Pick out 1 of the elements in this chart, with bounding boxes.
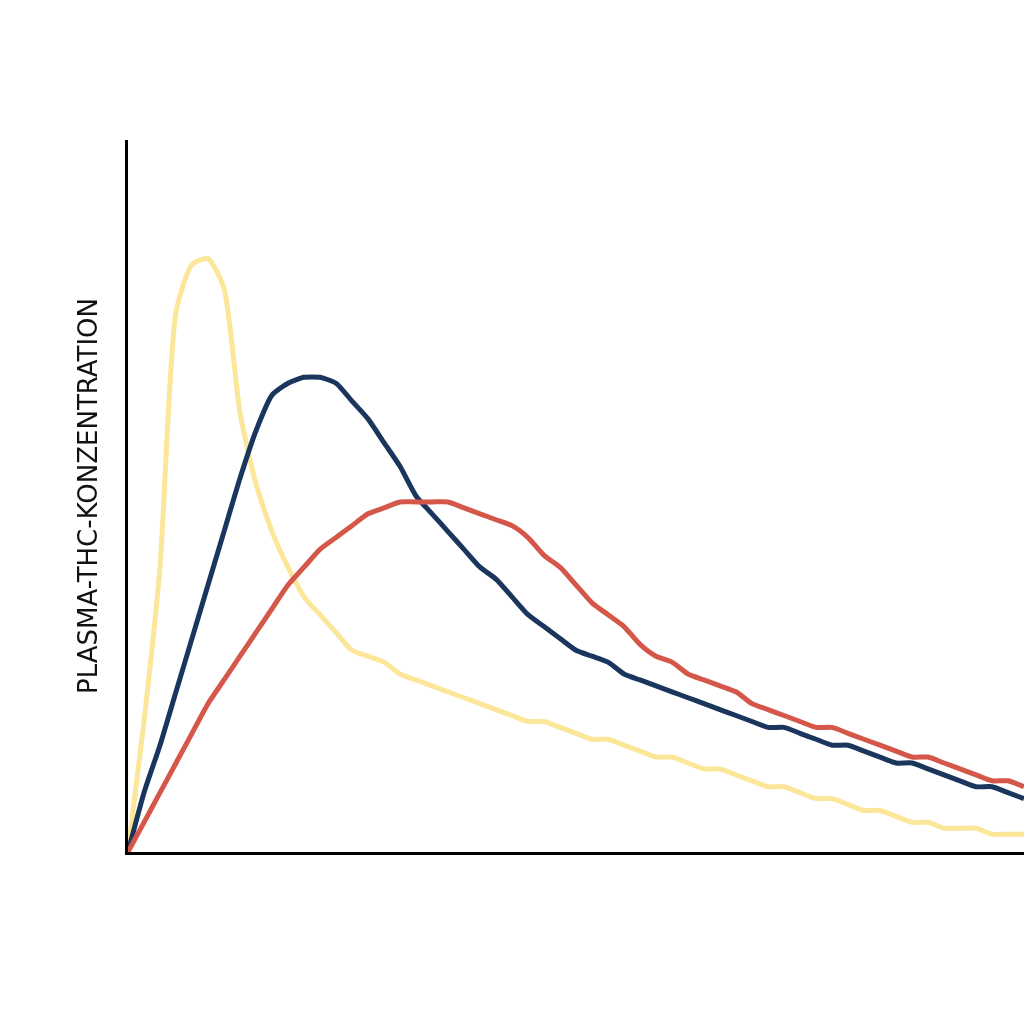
y-axis-title: PLASMA-THC-KONZENTRATION	[73, 297, 104, 695]
